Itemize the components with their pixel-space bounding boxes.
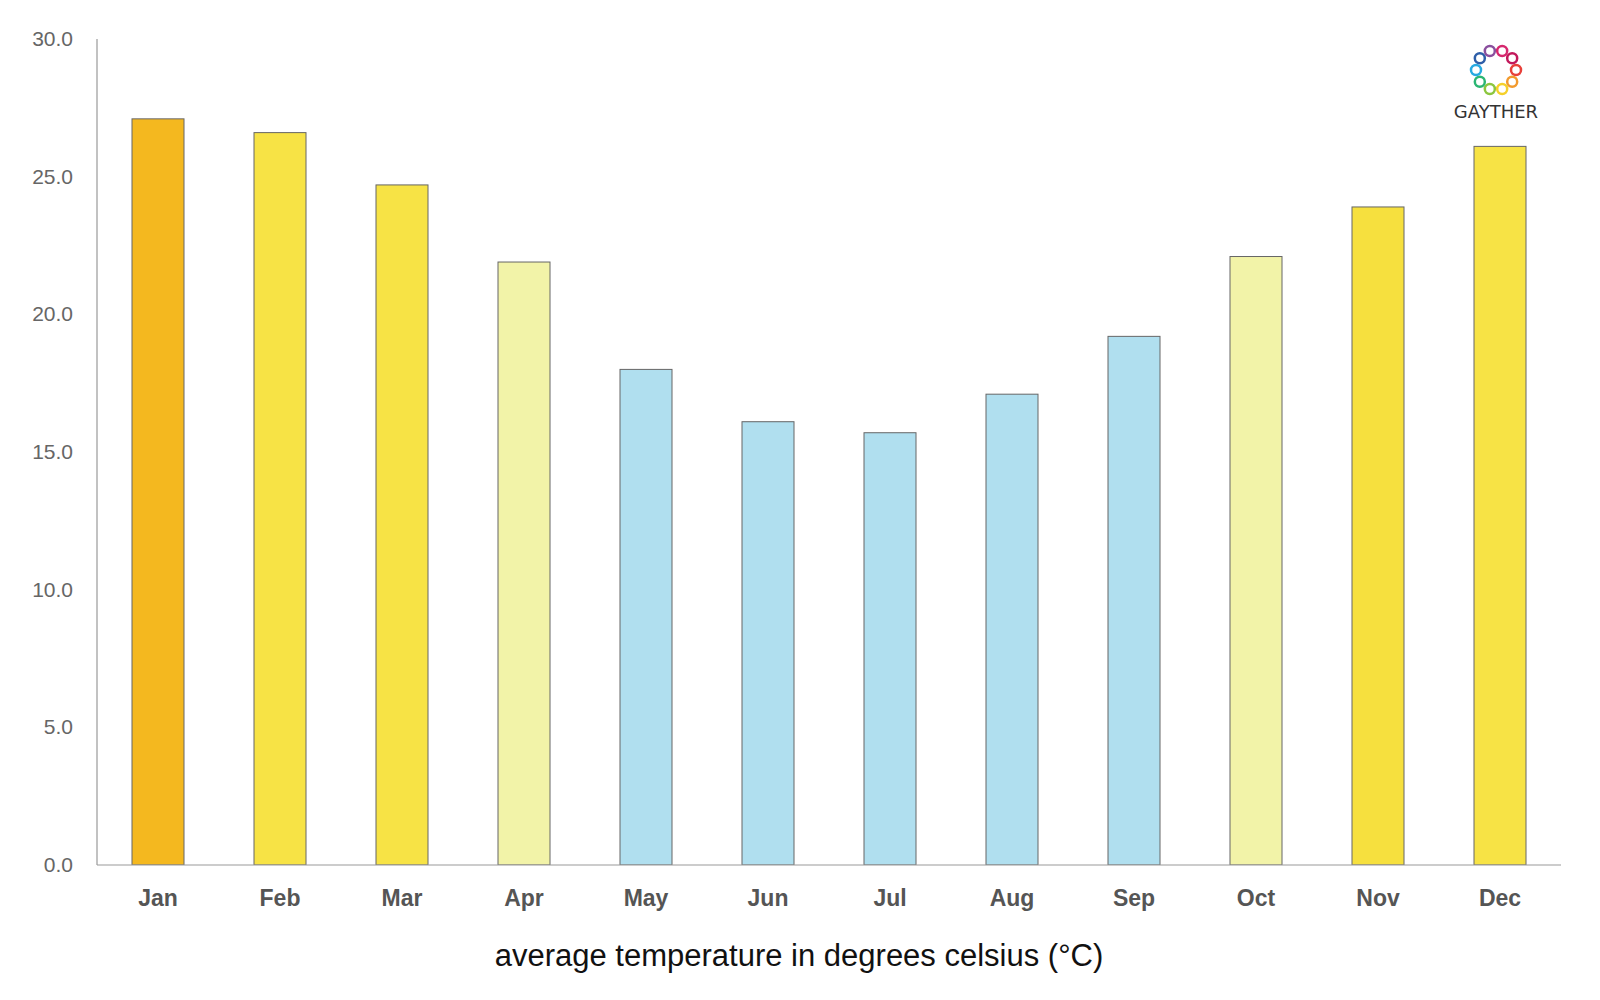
bar xyxy=(376,185,428,865)
y-tick-label: 5.0 xyxy=(44,715,73,738)
x-tick-label: Dec xyxy=(1479,885,1521,911)
y-tick-label: 25.0 xyxy=(32,165,73,188)
chart-container: 0.0 5.0 10.0 15.0 20.0 25.0 30.0 Jan Feb Mar Apr Ma… xyxy=(0,0,1600,1000)
logo-dot xyxy=(1497,84,1507,94)
x-tick-label: Jun xyxy=(748,885,789,911)
x-axis-label: average temperature in degrees celsius (… xyxy=(495,938,1104,973)
logo-dot xyxy=(1485,46,1495,56)
y-tick-label: 20.0 xyxy=(32,302,73,325)
bar xyxy=(254,133,306,865)
x-tick-label: Sep xyxy=(1113,885,1155,911)
x-axis-line xyxy=(97,864,1561,865)
x-tick-label: Apr xyxy=(504,885,544,911)
logo-dot xyxy=(1485,84,1495,94)
x-tick-label: Mar xyxy=(382,885,423,911)
x-tick-label: Jan xyxy=(138,885,178,911)
logo-dot xyxy=(1475,53,1485,63)
x-tick-label: Nov xyxy=(1356,885,1400,911)
logo-dot xyxy=(1507,77,1517,87)
y-tick-label: 0.0 xyxy=(44,853,73,876)
bars xyxy=(132,119,1526,865)
logo-dot xyxy=(1497,46,1507,56)
logo-dot xyxy=(1507,53,1517,63)
bar xyxy=(132,119,184,865)
logo: GAYTHER xyxy=(1454,46,1538,122)
bar xyxy=(986,394,1038,865)
bar xyxy=(1230,257,1282,865)
bar xyxy=(620,369,672,865)
x-tick-label: Feb xyxy=(260,885,301,911)
x-tick-label: Jul xyxy=(873,885,906,911)
bar xyxy=(864,433,916,865)
chart-svg: 0.0 5.0 10.0 15.0 20.0 25.0 30.0 Jan Feb Mar Apr Ma… xyxy=(0,0,1600,1000)
bar xyxy=(498,262,550,865)
annotation: GAYTHER xyxy=(1454,101,1538,122)
logo-dot xyxy=(1475,77,1485,87)
logo-dot xyxy=(1471,65,1481,75)
x-tick-label: Aug xyxy=(990,885,1035,911)
x-tick-label: May xyxy=(624,885,669,911)
bar xyxy=(1474,146,1526,865)
x-tick-label: Oct xyxy=(1237,885,1276,911)
y-tick-label: 10.0 xyxy=(32,578,73,601)
bar xyxy=(742,422,794,865)
y-tick-label: 15.0 xyxy=(32,440,73,463)
y-tick-label: 30.0 xyxy=(32,27,73,50)
bar xyxy=(1352,207,1404,865)
logo-dot xyxy=(1511,65,1521,75)
y-axis-line xyxy=(96,39,97,865)
bar xyxy=(1108,336,1160,865)
